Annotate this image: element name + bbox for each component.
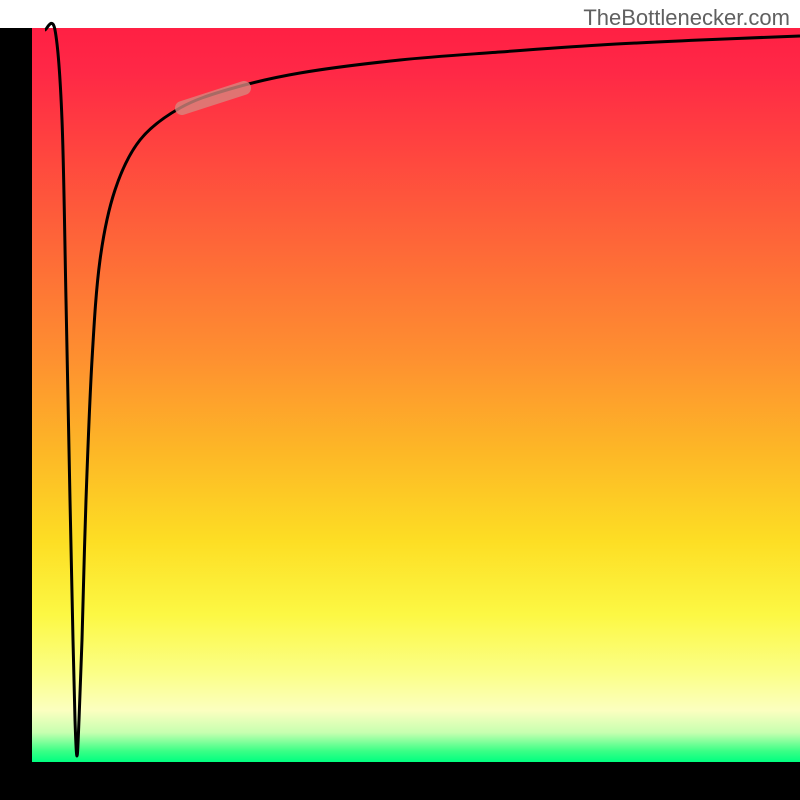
plot-background — [32, 28, 800, 762]
y-axis-bar — [0, 28, 32, 762]
chart-container: TheBottlenecker.com — [0, 0, 800, 800]
x-axis-bar — [0, 762, 800, 800]
attribution-text: TheBottlenecker.com — [583, 5, 790, 31]
chart-svg — [0, 0, 800, 800]
